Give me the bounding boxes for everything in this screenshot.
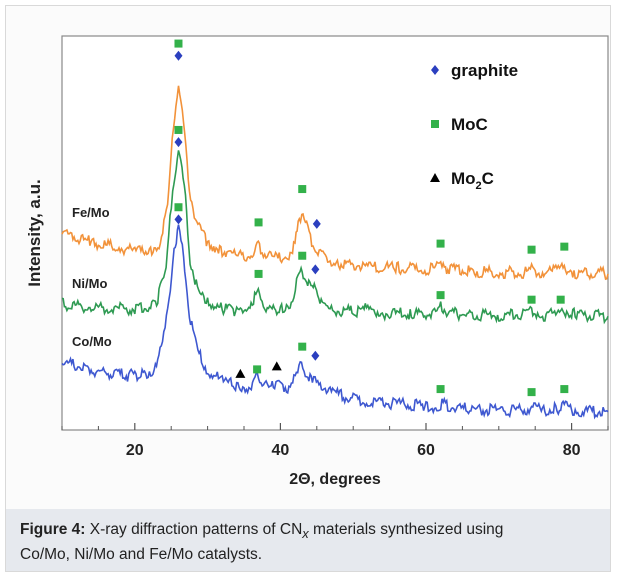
series-label-fe-mo: Fe/Mo [72,205,110,220]
square-marker [298,251,307,260]
square-marker [174,203,183,212]
caption-label: Figure 4: [20,521,86,538]
series-line-fe-mo [61,85,609,281]
square-marker [527,245,536,254]
y-axis-label: Intensity, a.u. [25,179,44,286]
caption-text-line2: Co/Mo, Ni/Mo and Fe/Mo catalysts. [20,546,263,564]
square-marker [527,388,536,397]
square-marker [436,239,445,248]
square-marker [174,39,183,48]
legend-square-marker [431,120,439,128]
caption-subscript: x [302,526,309,542]
square-marker [527,295,536,304]
caption-text-end: materials synthesized using [308,521,504,538]
square-marker [253,365,262,374]
square-marker [298,185,307,194]
legend-label: graphite [451,61,518,80]
diamond-marker [311,350,320,361]
diamond-marker [312,218,321,229]
legend-label: MoC [451,115,488,134]
square-marker [174,125,183,134]
x-tick-label: 60 [417,442,435,459]
square-marker [254,218,263,227]
square-marker [254,269,263,278]
figure-caption: Figure 4: X-ray diffraction patterns of … [6,509,610,571]
series-label-ni-mo: Ni/Mo [72,276,107,291]
x-tick-label: 20 [126,442,144,459]
legend-triangle-marker [430,173,440,182]
series-line-ni-mo [61,150,609,325]
diamond-marker [174,50,183,61]
series-label-co-mo: Co/Mo [72,334,112,349]
diamond-marker [311,264,320,275]
legend-label: Mo2C [451,169,494,192]
x-axis-label: 2Θ, degrees [289,471,381,488]
square-marker [298,342,307,351]
x-tick-label: 80 [563,442,581,459]
plot-area [61,35,609,431]
triangle-marker [235,368,246,378]
triangle-marker [271,361,282,371]
diamond-marker [174,137,183,148]
series-line-co-mo [61,224,609,420]
legend-diamond-marker [431,65,439,75]
xrd-chart: Fe/Mo Ni/Mo Co/Mo 20 40 60 80 2Θ, degrees Intens… [25,35,609,488]
square-marker [556,295,565,304]
square-marker [436,385,445,394]
square-marker [560,242,569,251]
x-tick-label: 40 [272,442,290,459]
square-marker [560,385,569,394]
caption-text: X-ray diffraction patterns of CN [85,521,303,538]
square-marker [436,291,445,300]
diamond-marker [174,214,183,225]
